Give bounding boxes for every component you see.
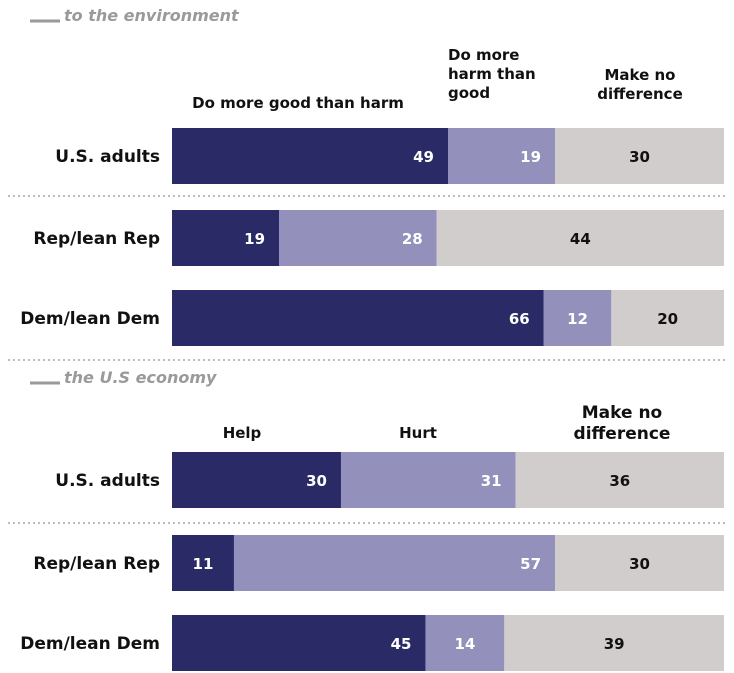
data-label: 19 [244,230,265,248]
data-label: 44 [570,230,591,248]
data-label: 31 [481,472,502,490]
row-label-dem-lean-dem: Dem/lean Dem [20,634,160,654]
bar-segment-make-no-difference [555,535,724,591]
data-label: 66 [509,310,530,328]
bar-segment-do-more-harm-than-good [448,128,556,184]
data-label: 49 [413,148,434,166]
data-label: 45 [391,635,412,653]
bar-segment-make-no-difference [515,452,724,508]
col-header-no-difference-1: Make no difference [597,66,683,103]
row-label-u-s-adults: U.S. adults [55,147,160,167]
col-header-good-than-harm: Do more good than harm [192,94,404,112]
section-1-title: to the environment [64,6,240,25]
data-label: 28 [402,230,423,248]
col-header-no-difference-2: Make no difference [574,403,671,444]
data-label: 30 [629,148,650,166]
bar-segment-do-more-harm-than-good [279,210,437,266]
data-label: 12 [567,310,588,328]
bar-segment-hurt [233,535,556,591]
row-label-u-s-adults: U.S. adults [55,471,160,491]
data-label: 30 [306,472,327,490]
col-header-hurt: Hurt [399,424,437,442]
bar-segment-help [172,452,341,508]
bar-segment-do-more-good-than-harm [172,210,280,266]
row-label-dem-lean-dem: Dem/lean Dem [20,309,160,329]
bar-segment-make-no-difference [436,210,724,266]
bar-segment-do-more-good-than-harm [172,290,544,346]
bar-segment-do-more-harm-than-good [543,290,612,346]
bar-segment-do-more-good-than-harm [172,128,448,184]
data-label: 20 [657,310,678,328]
data-label: 19 [520,148,541,166]
bar-segment-hurt [425,615,505,671]
bar-segment-help [172,535,234,591]
bar-segment-hurt [340,452,516,508]
data-label: 14 [454,635,475,653]
data-label: 39 [604,635,625,653]
data-label: 30 [629,555,650,573]
bar-segment-make-no-difference [611,290,724,346]
col-header-harm-than-good: Do more harm than good [448,46,536,102]
data-label: 36 [609,472,630,490]
data-label: 11 [193,555,214,573]
section-2-title: the U.S economy [64,368,217,387]
row-label-rep-lean-rep: Rep/lean Rep [33,229,160,249]
bar-segment-make-no-difference [504,615,724,671]
col-header-help: Help [223,424,262,442]
bar-segment-help [172,615,426,671]
data-label: 57 [520,555,541,573]
row-label-rep-lean-rep: Rep/lean Rep [33,554,160,574]
bar-segment-make-no-difference [555,128,724,184]
